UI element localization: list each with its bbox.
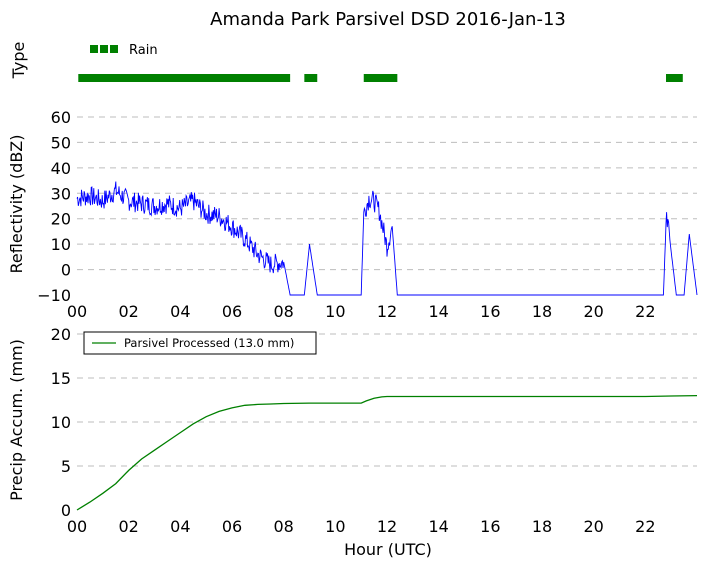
rain-segment-0: [78, 74, 291, 82]
precip-accum-x-tick-7: 14: [428, 517, 448, 536]
reflectivity-x-tick-0: 00: [67, 302, 87, 321]
reflectivity-y-ticks: 60 50 40 30 20 10 0 −10: [37, 108, 71, 305]
type-panel: Type Rain: [9, 42, 683, 82]
reflectivity-y-tick-4: 20: [51, 210, 71, 229]
precip-accum-ylabel: Precip Accum. (mm): [7, 339, 26, 501]
rain-type-bars: [78, 74, 683, 82]
precip-accum-x-tick-0: 00: [67, 517, 87, 536]
parsivel-processed-line: [76, 394, 698, 511]
reflectivity-y-tick-0: 60: [51, 108, 71, 127]
reflectivity-x-tick-5: 10: [325, 302, 345, 321]
rain-segment-1: [304, 74, 318, 82]
reflectivity-y-tick-1: 50: [51, 133, 71, 152]
precip-accum-x-tick-11: 22: [635, 517, 655, 536]
precip-accum-y-ticks: 20 15 10 5 0: [51, 325, 71, 520]
precip-accum-y-tick-4: 0: [61, 501, 71, 520]
reflectivity-x-tick-2: 04: [170, 302, 190, 321]
reflectivity-x-tick-3: 06: [222, 302, 242, 321]
reflectivity-y-tick-6: 0: [61, 261, 71, 280]
reflectivity-line: [76, 181, 698, 296]
reflectivity-x-tick-7: 14: [428, 302, 448, 321]
precip-accum-y-tick-0: 20: [51, 325, 71, 344]
type-legend: Rain: [90, 43, 158, 58]
reflectivity-x-tick-9: 18: [532, 302, 552, 321]
rain-legend-swatch-1: [90, 45, 98, 53]
reflectivity-x-tick-8: 16: [480, 302, 500, 321]
reflectivity-x-tick-1: 02: [118, 302, 138, 321]
precip-accum-x-tick-4: 08: [273, 517, 293, 536]
precip-accum-y-tick-3: 5: [61, 457, 71, 476]
rain-legend-swatch-3: [110, 45, 118, 53]
precip-accum-y-tick-1: 15: [51, 369, 71, 388]
precip-accum-x-tick-3: 06: [222, 517, 242, 536]
reflectivity-y-tick-7: −10: [37, 286, 71, 305]
reflectivity-x-ticks: 00 02 04 06 08 10 12 14 16 18 20 22: [67, 302, 656, 321]
reflectivity-panel: Reflectivity (dBZ) 60 50 40 30 20 10 0 −10 00 02…: [7, 108, 698, 321]
rain-legend-label: Rain: [129, 43, 158, 58]
rain-legend-swatch-2: [100, 45, 108, 53]
legend-box: [83, 331, 317, 355]
rain-segment-2: [363, 74, 398, 82]
precip-accum-y-tick-2: 10: [51, 413, 71, 432]
legend-label: Parsivel Processed (13.0 mm): [124, 336, 294, 350]
precip-accum-x-tick-8: 16: [480, 517, 500, 536]
precip-accum-x-tick-6: 12: [377, 517, 397, 536]
figure-title: Amanda Park Parsivel DSD 2016-Jan-13: [210, 9, 566, 30]
reflectivity-y-tick-3: 30: [51, 184, 71, 203]
precip-accum-panel: Precip Accum. (mm) 20 15 10 5 0 00 02 04 06 08 10…: [7, 325, 698, 559]
type-ylabel: Type: [9, 42, 28, 80]
precip-accum-x-tick-1: 02: [118, 517, 138, 536]
precip-accum-x-ticks: 00 02 04 06 08 10 12 14 16 18 20 22: [67, 517, 656, 536]
precip-accum-x-tick-2: 04: [170, 517, 190, 536]
precip-accum-x-tick-10: 20: [583, 517, 603, 536]
reflectivity-x-tick-11: 22: [635, 302, 655, 321]
precip-accum-x-tick-9: 18: [532, 517, 552, 536]
reflectivity-y-tick-5: 10: [51, 235, 71, 254]
precip-accum-x-tick-5: 10: [325, 517, 345, 536]
reflectivity-ylabel: Reflectivity (dBZ): [7, 135, 26, 274]
x-axis-label: Hour (UTC): [344, 540, 432, 559]
precip-accum-legend: Parsivel Processed (13.0 mm): [83, 331, 317, 355]
reflectivity-x-tick-4: 08: [273, 302, 293, 321]
reflectivity-x-tick-10: 20: [583, 302, 603, 321]
reflectivity-x-tick-6: 12: [377, 302, 397, 321]
rain-segment-3: [666, 74, 683, 82]
reflectivity-y-tick-2: 40: [51, 159, 71, 178]
